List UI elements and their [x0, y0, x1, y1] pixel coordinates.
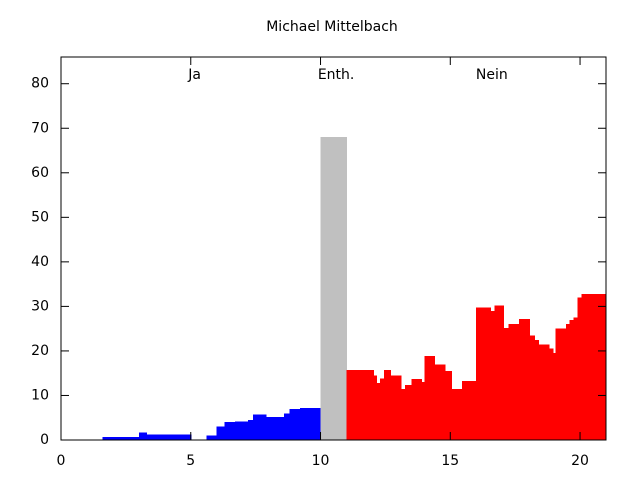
bar — [476, 307, 492, 440]
y-tick-label: 80 — [31, 76, 49, 92]
y-tick-label: 0 — [40, 432, 49, 448]
bar — [346, 370, 375, 440]
bar — [376, 382, 381, 440]
bar — [519, 318, 530, 440]
bar — [494, 305, 504, 440]
y-tick-label: 10 — [31, 387, 49, 403]
bar — [421, 382, 425, 440]
bar — [138, 432, 148, 440]
x-tick-label: 0 — [57, 453, 66, 469]
y-tick-label: 60 — [31, 165, 49, 181]
bar — [299, 407, 322, 440]
bar — [503, 327, 510, 440]
x-tick-label: 20 — [571, 453, 589, 469]
bar — [216, 426, 225, 440]
bar — [247, 419, 254, 440]
x-tick-label: 15 — [441, 453, 459, 469]
bar — [253, 414, 267, 440]
bar — [538, 344, 550, 440]
y-tick-label: 70 — [31, 120, 49, 136]
bar — [424, 355, 436, 440]
chart-title: Michael Mittelbach — [266, 19, 398, 35]
bar — [573, 317, 578, 440]
series-label: Ja — [187, 67, 201, 83]
bar — [565, 324, 571, 440]
bar — [284, 413, 290, 440]
bar — [206, 435, 218, 440]
bar — [581, 293, 607, 440]
bar — [102, 436, 140, 440]
bar — [400, 388, 406, 440]
bar — [534, 339, 540, 440]
bar — [569, 319, 575, 440]
bar — [577, 297, 582, 440]
bar — [490, 310, 495, 440]
bar — [146, 434, 192, 440]
bar — [320, 137, 347, 441]
y-tick-label: 40 — [31, 254, 49, 270]
series-label: Enth. — [318, 67, 355, 83]
bar — [461, 381, 477, 440]
bar — [404, 384, 412, 440]
bar — [548, 348, 554, 440]
bar — [289, 408, 301, 440]
bar — [555, 328, 567, 440]
y-tick-label: 20 — [31, 343, 49, 359]
bar — [411, 378, 423, 440]
bar — [234, 421, 249, 440]
bar — [434, 364, 446, 440]
x-tick-label: 5 — [186, 453, 195, 469]
bar — [384, 370, 392, 440]
y-tick-label: 50 — [31, 209, 49, 225]
plot-border — [60, 56, 607, 441]
series-label: Nein — [476, 67, 508, 83]
x-tick-label: 10 — [312, 453, 330, 469]
bar — [508, 324, 520, 440]
bar — [266, 416, 285, 440]
bar — [380, 378, 385, 440]
y-tick-label: 30 — [31, 298, 49, 314]
bar — [552, 353, 556, 440]
bar — [390, 375, 402, 440]
bar — [445, 370, 453, 440]
bar — [224, 422, 236, 440]
bar — [529, 335, 536, 440]
bar — [451, 388, 463, 440]
bar — [373, 375, 377, 440]
